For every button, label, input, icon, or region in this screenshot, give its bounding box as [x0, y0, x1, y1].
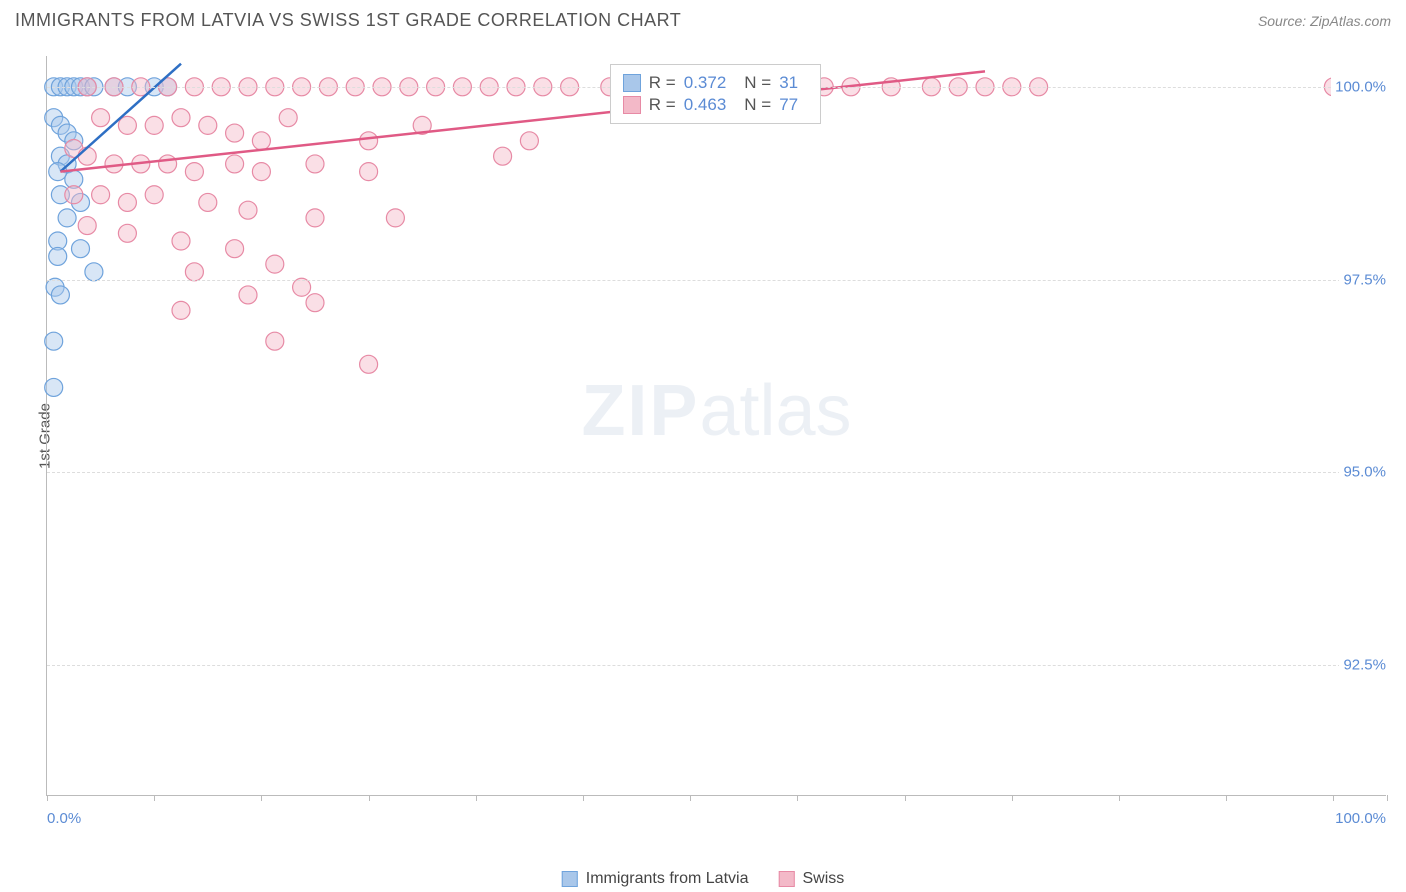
legend-row: R = 0.372 N = 31: [623, 73, 808, 93]
x-tick: [797, 795, 798, 801]
y-tick-label: 95.0%: [1339, 462, 1390, 483]
data-point: [266, 255, 284, 273]
data-point: [306, 209, 324, 227]
legend-swatch-latvia: [562, 871, 578, 887]
x-tick: [369, 795, 370, 801]
data-point: [72, 240, 90, 258]
data-point: [360, 355, 378, 373]
data-point: [65, 186, 83, 204]
legend-R-value: 0.372: [684, 73, 727, 93]
data-point: [172, 301, 190, 319]
legend-N-value: 31: [779, 73, 798, 93]
x-tick: [1119, 795, 1120, 801]
legend-label-latvia: Immigrants from Latvia: [586, 870, 749, 888]
data-point: [226, 124, 244, 142]
x-tick: [1226, 795, 1227, 801]
data-point: [118, 193, 136, 211]
data-point: [159, 155, 177, 173]
x-axis-min: 0.0%: [47, 810, 81, 827]
data-point: [266, 332, 284, 350]
x-tick: [583, 795, 584, 801]
data-point: [360, 132, 378, 150]
correlation-legend: R = 0.372 N = 31 R = 0.463 N = 77: [610, 64, 821, 124]
data-point: [92, 109, 110, 127]
source-label: Source: ZipAtlas.com: [1258, 13, 1391, 29]
x-tick: [154, 795, 155, 801]
y-tick-label: 92.5%: [1339, 654, 1390, 675]
plot-area: ZIPatlas 0.0% 100.0% 92.5%95.0%97.5%100.…: [46, 56, 1386, 796]
legend-R-value: 0.463: [684, 95, 727, 115]
data-point: [78, 147, 96, 165]
data-point: [118, 224, 136, 242]
legend-item-latvia: Immigrants from Latvia: [562, 870, 749, 888]
data-point: [199, 193, 217, 211]
chart-container: 1st Grade ZIPatlas 0.0% 100.0% 92.5%95.0…: [46, 56, 1386, 816]
x-tick: [261, 795, 262, 801]
plot-svg: [47, 56, 1386, 795]
data-point: [252, 163, 270, 181]
x-tick: [1333, 795, 1334, 801]
data-point: [226, 240, 244, 258]
x-tick: [476, 795, 477, 801]
data-point: [306, 294, 324, 312]
data-point: [360, 163, 378, 181]
gridline: [47, 280, 1386, 281]
legend-item-swiss: Swiss: [778, 870, 844, 888]
bottom-legend: Immigrants from Latvia Swiss: [562, 870, 845, 888]
data-point: [172, 232, 190, 250]
data-point: [145, 116, 163, 134]
x-tick: [690, 795, 691, 801]
data-point: [172, 109, 190, 127]
data-point: [58, 209, 76, 227]
data-point: [252, 132, 270, 150]
data-point: [118, 116, 136, 134]
data-point: [49, 247, 67, 265]
data-point: [293, 278, 311, 296]
data-point: [226, 155, 244, 173]
y-tick-label: 100.0%: [1331, 76, 1390, 97]
gridline: [47, 665, 1386, 666]
data-point: [494, 147, 512, 165]
legend-row: R = 0.463 N = 77: [623, 95, 808, 115]
legend-swatch: [623, 74, 641, 92]
data-point: [45, 332, 63, 350]
legend-N-label: N =: [744, 95, 771, 115]
data-point: [279, 109, 297, 127]
data-point: [78, 217, 96, 235]
x-tick: [905, 795, 906, 801]
y-tick-label: 97.5%: [1339, 269, 1390, 290]
data-point: [239, 286, 257, 304]
legend-label-swiss: Swiss: [802, 870, 844, 888]
x-tick: [47, 795, 48, 801]
x-tick: [1012, 795, 1013, 801]
legend-R-label: R =: [649, 95, 676, 115]
data-point: [185, 163, 203, 181]
legend-R-label: R =: [649, 73, 676, 93]
data-point: [45, 378, 63, 396]
data-point: [199, 116, 217, 134]
data-point: [386, 209, 404, 227]
x-tick: [1387, 795, 1388, 801]
gridline: [47, 472, 1386, 473]
data-point: [239, 201, 257, 219]
data-point: [306, 155, 324, 173]
data-point: [145, 186, 163, 204]
data-point: [51, 286, 69, 304]
x-axis-max: 100.0%: [1335, 810, 1386, 827]
legend-N-label: N =: [744, 73, 771, 93]
data-point: [85, 263, 103, 281]
legend-swatch: [623, 96, 641, 114]
data-point: [520, 132, 538, 150]
legend-N-value: 77: [779, 95, 798, 115]
legend-swatch-swiss: [778, 871, 794, 887]
data-point: [92, 186, 110, 204]
chart-title: IMMIGRANTS FROM LATVIA VS SWISS 1ST GRAD…: [15, 10, 681, 31]
data-point: [185, 263, 203, 281]
